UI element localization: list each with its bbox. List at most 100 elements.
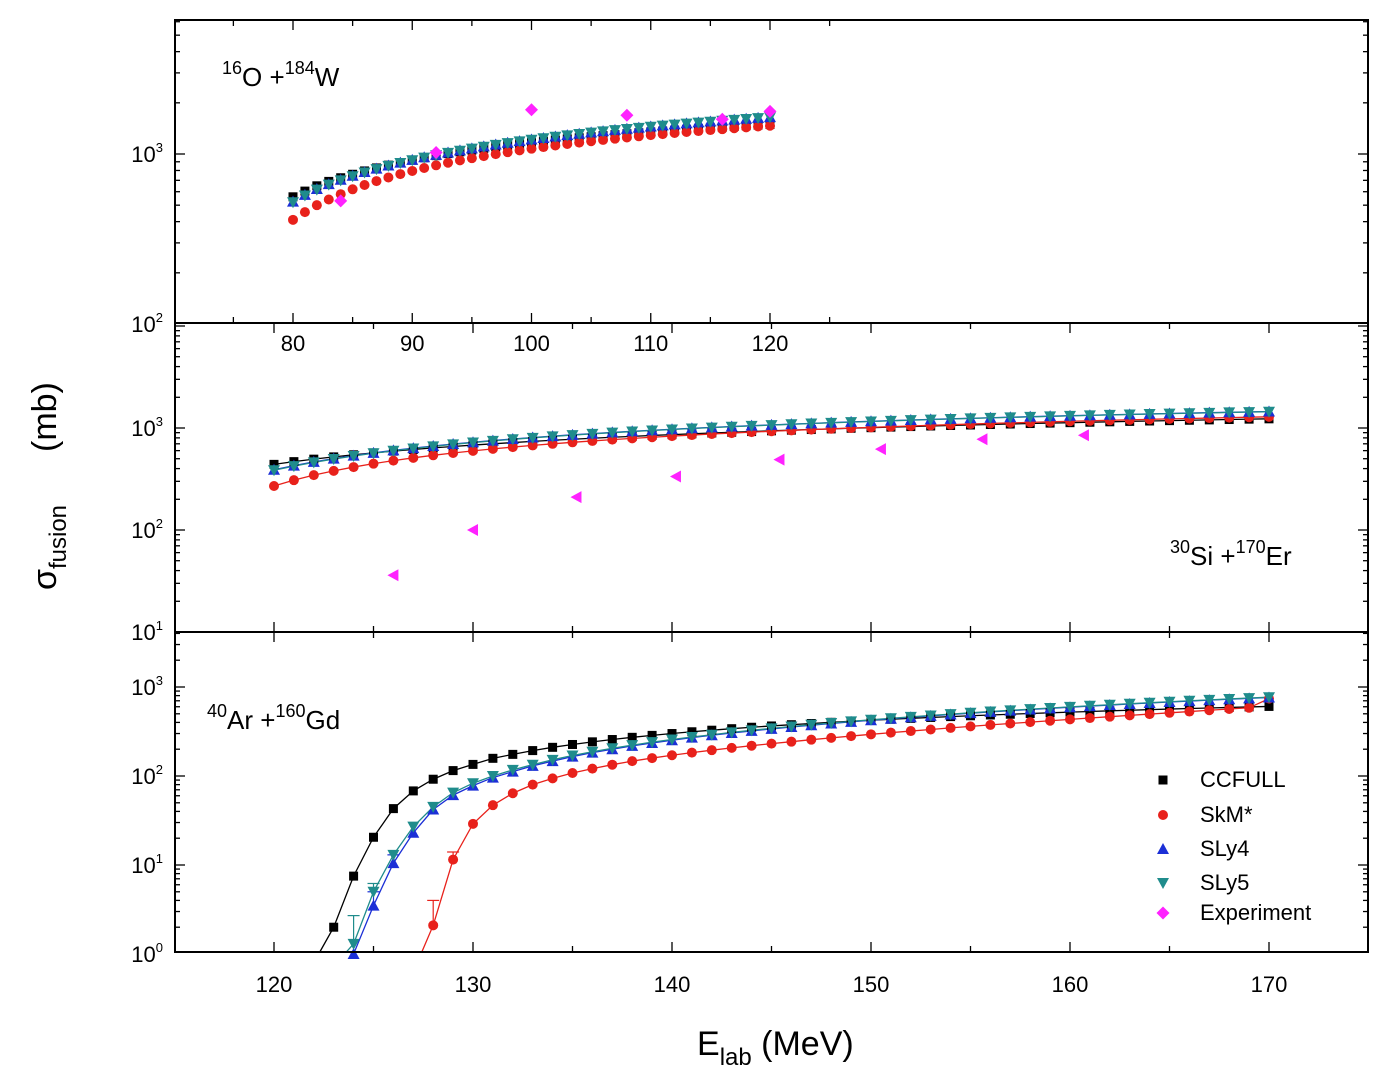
p1-sly5-point xyxy=(904,415,917,427)
p1-sly5-point xyxy=(626,426,639,438)
p2-sly5-point xyxy=(387,849,400,861)
p2-sly5-point xyxy=(626,740,639,752)
p1-sly5-point xyxy=(1004,412,1017,424)
p2-ccfull-point xyxy=(1264,701,1274,711)
p2-sly5-point xyxy=(865,714,877,726)
y-tick-label-p1: 101 xyxy=(131,618,163,645)
p1-sly5-point xyxy=(327,454,340,466)
p1-sly5-point xyxy=(705,422,718,434)
p0-skm-point xyxy=(299,207,310,218)
x-tick-label-p2: 170 xyxy=(1251,972,1288,997)
p2-skm-point xyxy=(428,920,439,931)
p2-skm-point xyxy=(706,745,717,756)
p2-ccfull-point xyxy=(468,759,478,769)
p2-sly5-point xyxy=(745,725,758,737)
p1-sly5-point xyxy=(1183,408,1196,420)
p2-ccfull-point xyxy=(1105,706,1115,716)
p1-skm-point xyxy=(269,481,279,492)
p2-sly5-point xyxy=(765,723,778,735)
p2-skm-point xyxy=(846,731,857,742)
p0-skm-point xyxy=(586,136,597,147)
p0-skm-point xyxy=(621,132,632,143)
p0-skm-point xyxy=(323,194,334,205)
p2-skm-point xyxy=(1045,715,1056,726)
y-tick-label-p0: 102 xyxy=(131,310,163,337)
p0-experiment-point xyxy=(715,112,729,126)
p2-skm-point xyxy=(985,719,996,730)
p2-sly5-point xyxy=(964,707,977,719)
p0-skm-point xyxy=(669,128,680,139)
p1-skm-point xyxy=(388,455,399,466)
p0-sly5-point xyxy=(644,121,657,133)
p0-skm-point xyxy=(490,149,501,160)
p1-skm-point xyxy=(428,450,439,461)
legend-marker-sly4 xyxy=(1157,843,1169,854)
p0-skm-point xyxy=(347,184,358,195)
x-tick-label-p0: 110 xyxy=(633,331,668,356)
reaction-label-middle: 30Si +170Er xyxy=(1170,537,1292,571)
p0-sly5-point xyxy=(537,133,550,145)
p1-sly5-point xyxy=(944,414,957,426)
p2-ccfull-point xyxy=(488,753,498,763)
p0-sly5-point xyxy=(561,130,574,142)
p0-sly5-point xyxy=(322,179,335,191)
p2-skm-point xyxy=(587,763,598,774)
p0-skm-point xyxy=(729,123,740,134)
p2-sly5-point xyxy=(1203,694,1216,706)
y-tick-label-p0: 103 xyxy=(131,140,163,167)
p1-sly5-point xyxy=(1044,411,1057,423)
p2-sly5-point xyxy=(825,718,838,730)
p0-skm-point xyxy=(466,153,477,164)
legend-label-sly4: SLy4 xyxy=(1200,836,1249,861)
p1-sly5-point xyxy=(447,439,460,451)
p2-ccfull-point xyxy=(587,737,597,747)
p2-skm-point xyxy=(806,734,817,745)
p2-sly4-point xyxy=(387,857,400,869)
p1-skm-point xyxy=(448,447,459,458)
x-axis-label: Elab (MeV) xyxy=(697,1025,854,1071)
p2-skm-point xyxy=(468,818,478,829)
p1-sly5-point xyxy=(1263,406,1275,418)
p0-sly5-point xyxy=(298,190,311,202)
p1-skm-point xyxy=(547,438,558,449)
legend-label-skm: SkM* xyxy=(1200,802,1253,827)
p2-skm-point xyxy=(686,747,697,758)
p1-sly5-point xyxy=(347,451,360,463)
p0-experiment-point xyxy=(334,194,348,208)
p2-sly5-point xyxy=(785,721,798,733)
p2-sly5-point xyxy=(447,787,460,799)
p1-sly5-point xyxy=(546,431,559,443)
p1-skm-point xyxy=(288,475,299,486)
p0-sly5-point xyxy=(597,126,610,138)
p2-skm-point xyxy=(866,729,876,740)
p1-skm-point xyxy=(368,458,379,469)
p1-sly5-point xyxy=(845,417,858,429)
p0-sly5-point xyxy=(668,119,681,131)
p0-skm-point xyxy=(753,121,764,132)
p0-sly5-point xyxy=(692,117,705,129)
axes-layer: 102 103 80 90 100 110 120 101 102 103 100 101 102 103… xyxy=(131,20,1368,997)
p2-skm-point xyxy=(507,788,518,799)
p0-skm-point xyxy=(335,189,346,200)
p2-sly5-point xyxy=(725,727,738,739)
p0-skm-point xyxy=(633,131,644,142)
p0-skm-point xyxy=(574,137,585,148)
p1-experiment-point xyxy=(773,453,785,466)
p2-sly5-point xyxy=(1083,700,1096,712)
p2-sly5-point xyxy=(1044,702,1057,714)
y-axis-label: σfusion (mb) xyxy=(26,382,72,590)
p2-ccfull-point xyxy=(448,766,458,776)
p2-ccfull-point xyxy=(1125,705,1135,715)
p2-skm-point xyxy=(607,759,618,770)
p1-skm-point xyxy=(408,452,419,463)
y-tick-label-p2: 103 xyxy=(131,673,163,700)
p0-skm-point xyxy=(741,122,752,133)
p1-skm-point xyxy=(487,443,498,454)
p0-sly5-point xyxy=(418,152,431,164)
p0-sly5-point xyxy=(525,134,538,146)
p2-sly5-point xyxy=(427,801,440,813)
p0-experiment-point xyxy=(763,104,777,118)
p2-skm-point xyxy=(1164,707,1175,718)
p0-skm-point xyxy=(693,126,704,137)
p1-sly5-point xyxy=(427,441,440,453)
